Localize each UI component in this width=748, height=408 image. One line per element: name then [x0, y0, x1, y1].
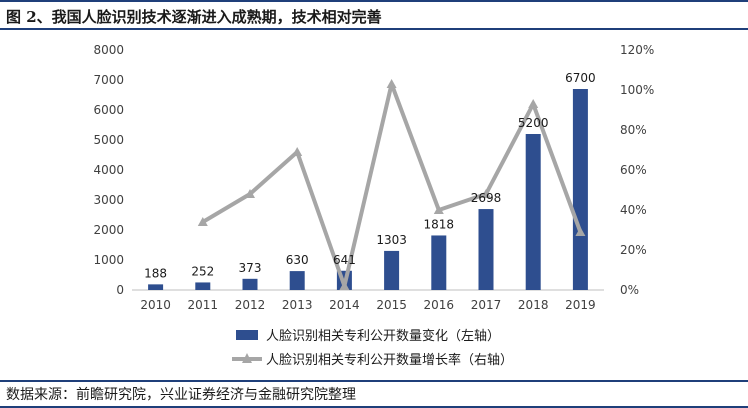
x-axis-tick-label: 2019	[565, 298, 596, 312]
x-axis-tick-label: 2014	[329, 298, 360, 312]
bar-data-label: 5200	[518, 116, 549, 130]
left-axis-tick-label: 1000	[93, 253, 124, 267]
bar	[431, 235, 447, 290]
bar-data-label: 188	[144, 266, 167, 280]
source-note: 数据来源：前瞻研究院，兴业证券经济与金融研究院整理	[6, 387, 356, 403]
x-axis-tick-label: 2015	[376, 298, 407, 312]
bar	[289, 271, 305, 290]
bar-data-label: 2698	[471, 191, 502, 205]
chart: 0 1000 2000 3000 4000 5000 6000 7000 8000 0% 20% 40…	[93, 43, 654, 368]
right-axis-tick-label: 120%	[620, 43, 654, 57]
bar-data-label: 252	[191, 264, 214, 278]
x-axis-tick-label: 2012	[235, 298, 266, 312]
x-axis-tick-label: 2016	[424, 298, 455, 312]
bar-data-label: 1303	[376, 233, 407, 247]
bar	[148, 284, 164, 290]
left-axis-tick-label: 2000	[93, 223, 124, 237]
title-top-rule	[0, 0, 748, 2]
x-axis-tick-label: 2010	[140, 298, 171, 312]
bar-data-label: 373	[239, 261, 262, 275]
bar-data-label: 630	[286, 253, 309, 267]
left-axis-tick-label: 8000	[93, 43, 124, 57]
data-labels: 188 252 373 630 641 1303 1818 2698 5200 6700	[144, 71, 596, 280]
growth-rate-marker	[575, 227, 586, 236]
source-bottom-rule	[0, 406, 748, 408]
left-axis-tick-label: 3000	[93, 193, 124, 207]
legend-bar-swatch	[236, 330, 258, 340]
bar-data-label: 6700	[565, 71, 596, 85]
bar-data-label: 641	[333, 253, 356, 267]
legend-line-label: 人脸识别相关专利公开数量增长率（右轴）	[266, 352, 513, 368]
growth-rate-marker	[339, 281, 350, 290]
growth-rate-marker	[292, 147, 303, 156]
right-axis-tick-label: 60%	[620, 163, 647, 177]
title-bottom-rule	[0, 28, 748, 30]
left-axis-tick-label: 7000	[93, 73, 124, 87]
bar	[525, 134, 541, 290]
growth-rate-marker	[386, 79, 397, 88]
figure-title: 图 2、我国人脸识别技术逐渐进入成熟期，技术相对完善	[6, 8, 382, 26]
growth-rate-marker	[528, 99, 539, 108]
legend-line-marker	[242, 353, 252, 363]
right-axis-tick-label: 100%	[620, 83, 654, 97]
bar	[384, 250, 400, 290]
growth-rate-marker	[433, 205, 444, 214]
right-axis-tick-label: 0%	[620, 283, 639, 297]
x-axis-tick-label: 2018	[518, 298, 549, 312]
x-axis-tick-label: 2011	[188, 298, 219, 312]
x-axis-tick-label: 2013	[282, 298, 313, 312]
bar	[478, 209, 494, 290]
growth-rate-marker	[481, 189, 491, 198]
left-axis-tick-label: 6000	[93, 103, 124, 117]
bar	[195, 282, 211, 290]
left-axis-tick-label: 5000	[93, 133, 124, 147]
legend-bar-label: 人脸识别相关专利公开数量变化（左轴）	[266, 328, 500, 344]
axes: 0 1000 2000 3000 4000 5000 6000 7000 8000 0% 20% 40…	[93, 43, 654, 312]
source-top-rule	[0, 380, 748, 382]
bar	[242, 278, 258, 290]
left-axis-tick-label: 0	[116, 283, 124, 297]
right-axis-tick-label: 40%	[620, 203, 647, 217]
bar-data-label: 1818	[424, 217, 455, 231]
x-axis-tick-label: 2017	[471, 298, 502, 312]
left-axis-tick-label: 4000	[93, 163, 124, 177]
growth-rate-marker	[197, 217, 208, 226]
right-axis-tick-label: 80%	[620, 123, 647, 137]
line-series	[197, 79, 586, 290]
bar	[572, 89, 588, 290]
legend: 人脸识别相关专利公开数量变化（左轴） 人脸识别相关专利公开数量增长率（右轴）	[232, 328, 513, 368]
growth-rate-marker	[245, 189, 255, 198]
right-axis-tick-label: 20%	[620, 243, 647, 257]
